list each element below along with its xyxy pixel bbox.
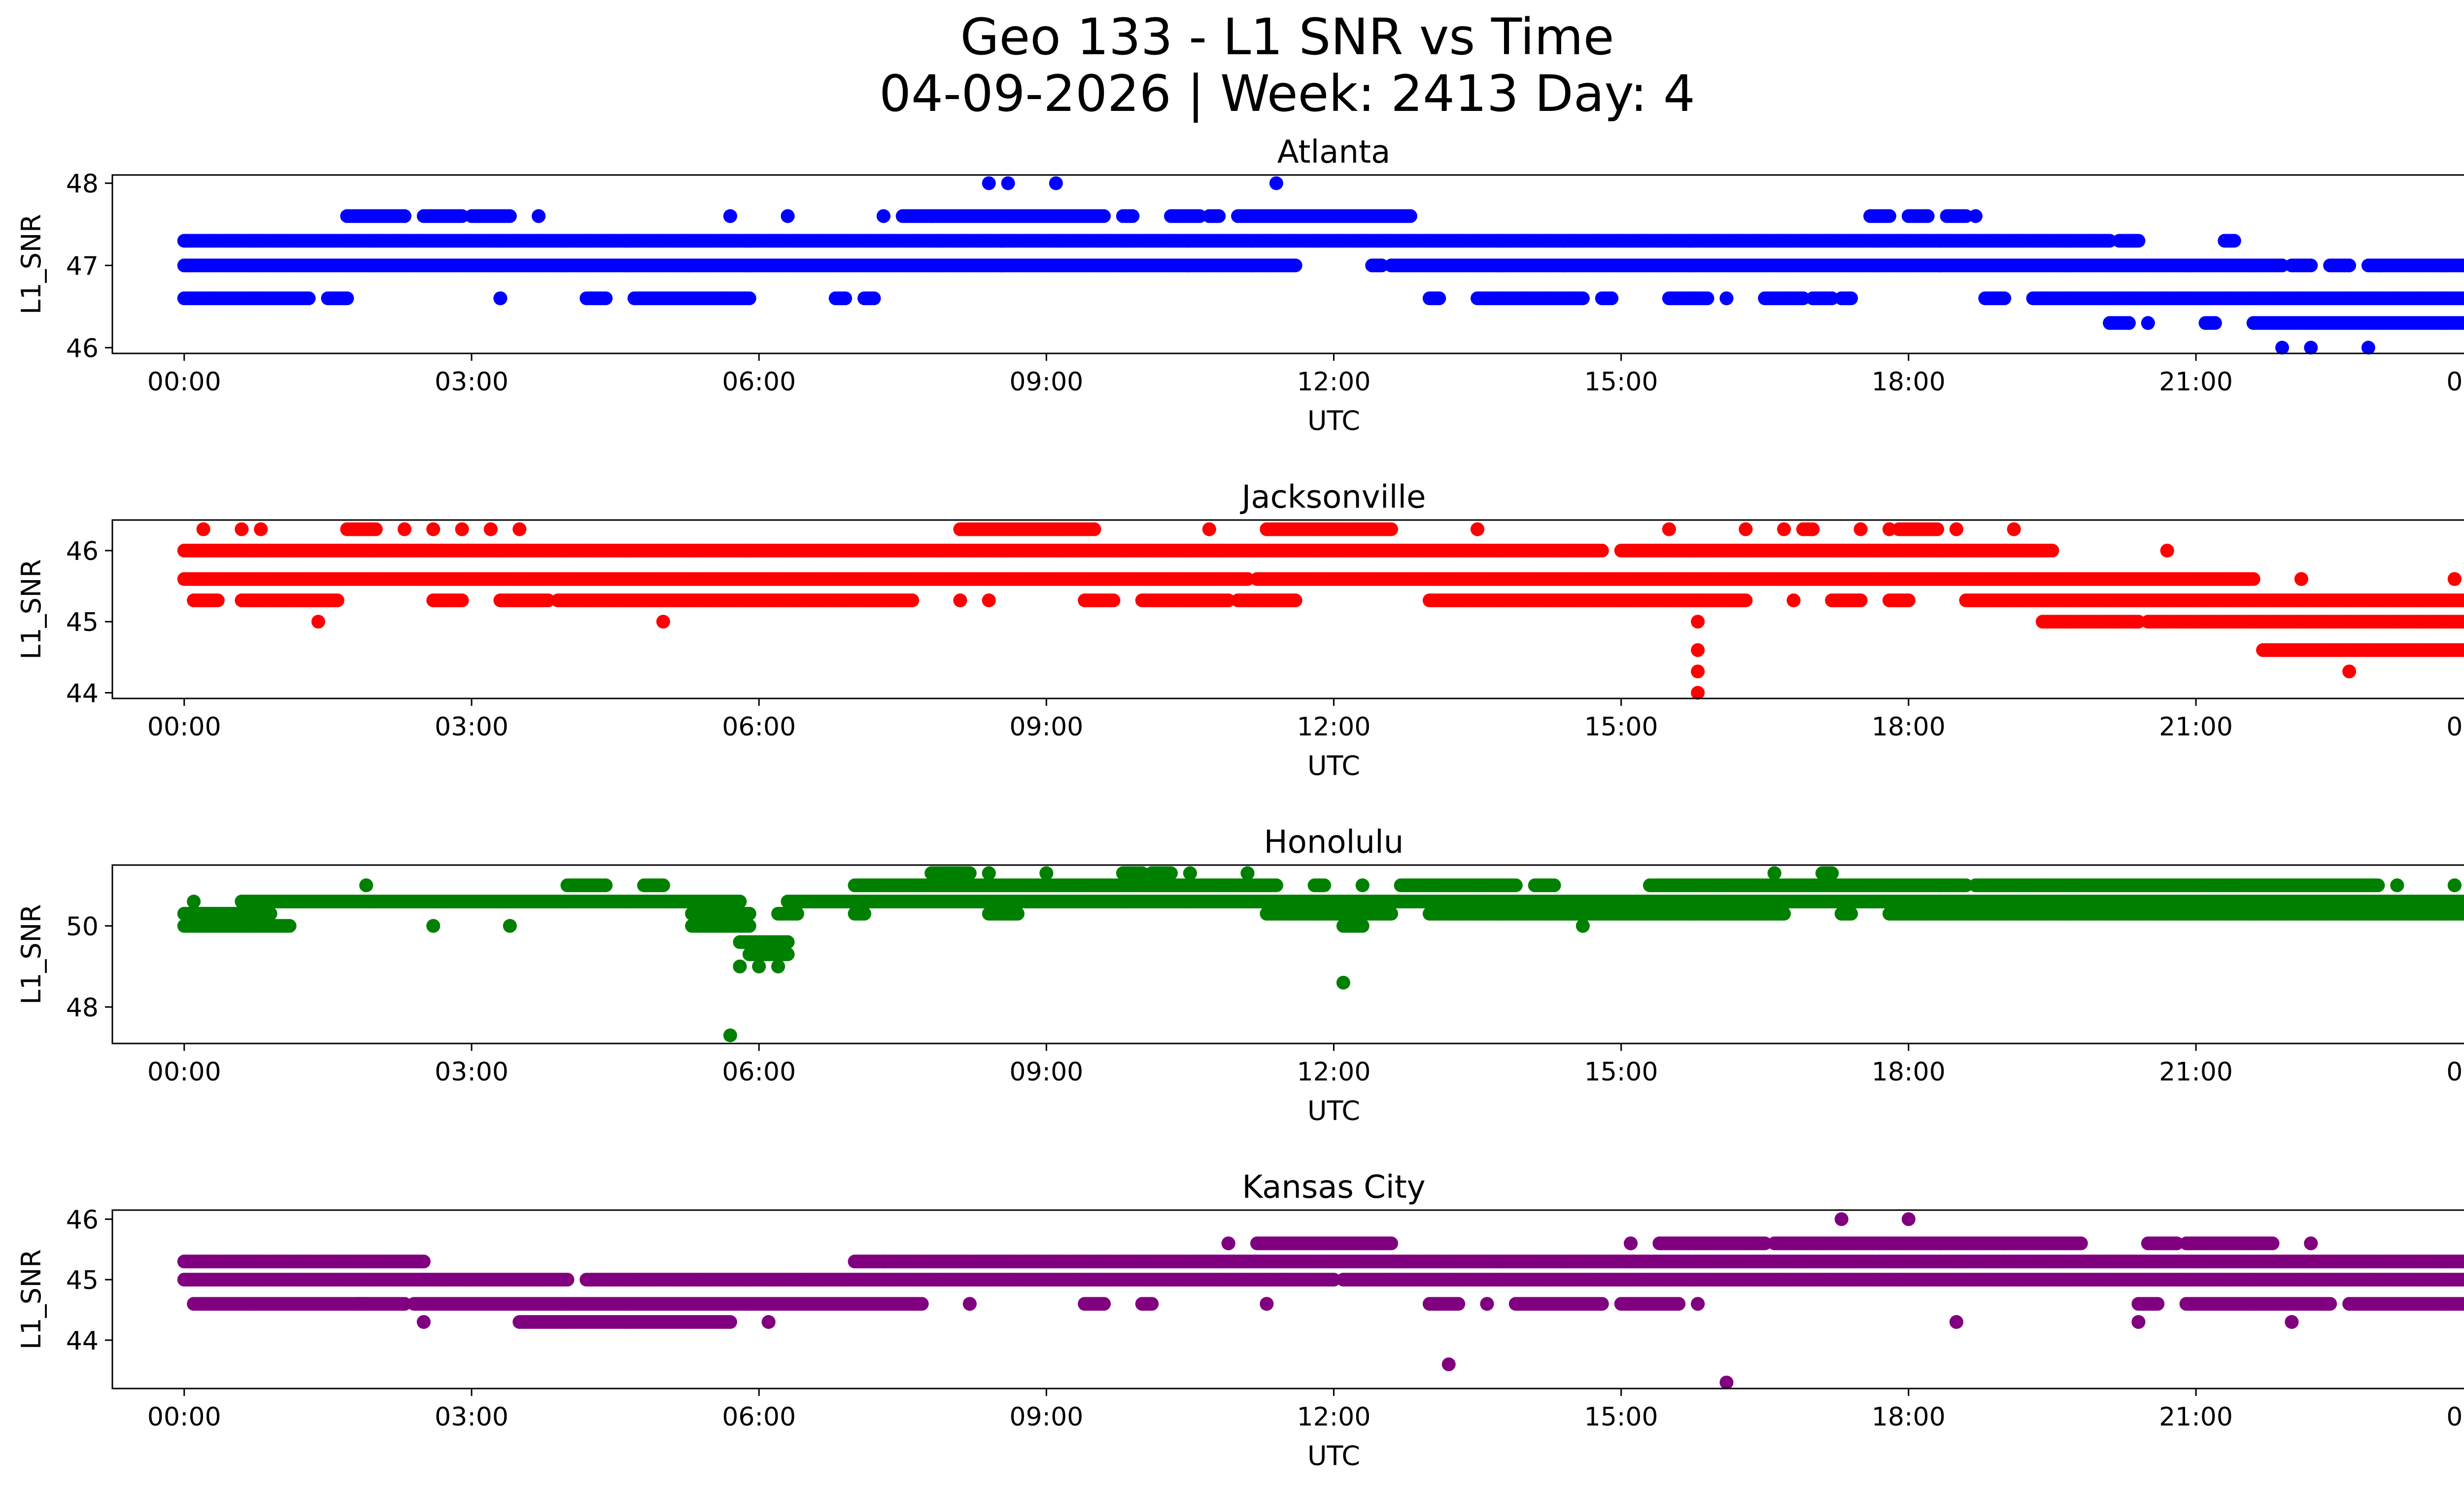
data-point-jacksonville-2-9-24 <box>1288 593 1302 607</box>
data-point-atlanta-2-9-4 <box>1605 291 1619 306</box>
x-tick-label: 00:00 <box>2446 367 2464 397</box>
x-tick-label: 03:00 <box>435 367 509 397</box>
data-point-atlanta-2-14-4 <box>1844 291 1858 306</box>
data-point-jacksonville-2-2-12 <box>455 593 469 607</box>
data-point-atlanta-4-0-8 <box>2122 316 2136 330</box>
data-point-atlanta-1-3-8 <box>2304 258 2318 273</box>
data-point-atlanta-outlier-1 <box>1001 176 1015 190</box>
x-axis-label: UTC <box>1307 405 1360 436</box>
subplot-atlanta: Atlanta 00:00 03:00 06:00 09:00 12:00 15:00 18:… <box>16 134 2464 436</box>
data-point-jacksonville-0-2-180 <box>2045 544 2059 557</box>
data-point-atlanta-2-3-8 <box>599 291 613 306</box>
data-point-jacksonville-1-1-416 <box>2246 572 2260 586</box>
chart-title-line2: 04-09-2026 | Week: 2413 Day: 4 <box>879 65 1695 123</box>
data-point-jacksonville-0-3-1 <box>2160 544 2174 557</box>
data-point-atlanta-3-6-1 <box>876 209 890 223</box>
data-point-atlanta-3-13-8 <box>1882 209 1896 223</box>
data-point-atlanta-3-8-72 <box>1097 209 1111 223</box>
data-point-atlanta-2-1-8 <box>340 291 354 306</box>
data-point-atlanta-3-2-16 <box>503 209 517 223</box>
y-axis-label: L1_SNR <box>16 214 47 314</box>
data-point-atlanta-3-4-1 <box>723 209 737 223</box>
data-point-jacksonville-2-6-1 <box>982 593 996 607</box>
data-point-atlanta-2-2-1 <box>493 291 508 306</box>
x-tick-label: 00:00 <box>147 367 221 397</box>
data-point-atlanta-outlier-4 <box>2275 341 2289 355</box>
data-point-atlanta-0-2-4 <box>2227 234 2241 248</box>
data-point-atlanta-2-11-1 <box>1719 291 1734 306</box>
data-point-jacksonville-2-11-20 <box>1739 593 1753 607</box>
data-point-atlanta-outlier-6 <box>2361 341 2375 355</box>
data-point-atlanta-outlier-0 <box>982 176 996 190</box>
data-point-atlanta-3-14-8 <box>1920 209 1935 223</box>
data-point-atlanta-2-10-16 <box>1700 291 1714 306</box>
data-point-jacksonville-2-4-148 <box>905 593 920 607</box>
x-tick-label: 09:00 <box>1009 367 1083 397</box>
data-point-atlanta-3-11-4 <box>1212 209 1226 223</box>
data-point-atlanta-4-1-1 <box>2141 316 2155 330</box>
x-tick-label: 12:00 <box>1297 367 1371 397</box>
y-tick-label: 48 <box>66 170 99 199</box>
x-tick-label: 18:00 <box>1872 367 1946 397</box>
data-point-atlanta-outlier-2 <box>1049 176 1063 190</box>
data-point-atlanta-2-15-8 <box>1997 291 2012 306</box>
data-point-jacksonville-0-1-264 <box>1595 544 1609 557</box>
data-point-jacksonville-2-0-10 <box>210 593 225 607</box>
data-point-atlanta-1-4-8 <box>2342 258 2357 273</box>
data-point-atlanta-3-9-4 <box>1126 209 1140 223</box>
data-point-atlanta-3-3-1 <box>532 209 546 223</box>
data-point-atlanta-2-5-4 <box>838 291 853 306</box>
data-point-atlanta-3-16-1 <box>1968 209 1983 223</box>
data-point-atlanta-3-0-24 <box>397 209 411 223</box>
subplot-title: Jacksonville <box>1240 479 1426 516</box>
data-point-jacksonville-2-13-12 <box>1853 593 1868 607</box>
data-point-jacksonville-1-2-1 <box>2294 572 2308 586</box>
data-point-atlanta-outlier-5 <box>2304 341 2318 355</box>
data-point-atlanta-4-2-4 <box>2208 316 2222 330</box>
data-point-jacksonville-2-7-12 <box>1106 593 1121 607</box>
chart-title-line1: Geo 133 - L1 SNR vs Time <box>960 8 1614 67</box>
data-point-jacksonville-2-1-40 <box>330 593 344 607</box>
data-point-atlanta-2-6-4 <box>867 291 881 306</box>
x-tick-label: 15:00 <box>1584 367 1658 397</box>
data-point-atlanta-0-1-8 <box>2131 234 2146 248</box>
data-point-atlanta-0-0-804 <box>2103 234 2117 248</box>
data-point-jacksonville-2-14-8 <box>1901 593 1916 607</box>
subplot-panels: Atlanta 00:00 03:00 06:00 09:00 12:00 15:00 18:… <box>16 134 2464 1471</box>
data-points <box>177 176 2464 355</box>
data-point-jacksonville-2-5-1 <box>953 593 967 607</box>
data-point-atlanta-2-7-4 <box>1432 291 1446 306</box>
data-point-atlanta-1-0-464 <box>1288 258 1302 273</box>
data-point-atlanta-3-5-1 <box>781 209 795 223</box>
data-point-atlanta-2-4-48 <box>742 291 756 306</box>
y-tick-label: 46 <box>66 334 99 363</box>
x-tick-label: 06:00 <box>722 367 796 397</box>
x-tick-label: 21:00 <box>2159 367 2233 397</box>
data-point-atlanta-2-0-52 <box>302 291 316 306</box>
subplot-title: Atlanta <box>1277 134 1391 171</box>
data-point-atlanta-2-8-44 <box>1575 291 1590 306</box>
data-point-jacksonville-2-12-1 <box>1786 593 1801 607</box>
data-point-atlanta-3-12-72 <box>1403 209 1417 223</box>
y-tick-label: 47 <box>66 252 99 281</box>
data-point-atlanta-outlier-3 <box>1269 176 1283 190</box>
